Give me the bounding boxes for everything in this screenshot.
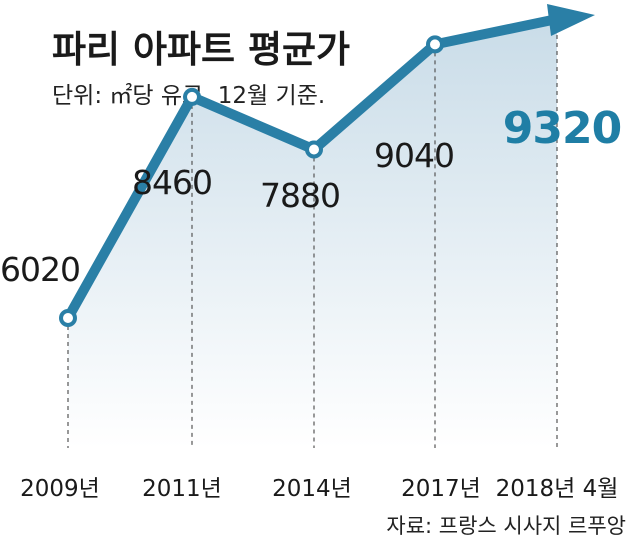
- data-point-3: [426, 35, 444, 54]
- chart-title: 파리 아파트 평균가: [52, 28, 350, 71]
- x-tick-label-1: 2011년: [142, 476, 222, 502]
- source-note: 자료: 프랑스 시사지 르푸앙: [386, 514, 626, 538]
- arrowhead-icon: [547, 4, 595, 37]
- x-tick-label-2: 2014년: [272, 476, 352, 502]
- data-label-1: 8460: [132, 163, 212, 202]
- data-label-4: 9320: [503, 103, 621, 154]
- data-label-0: 6020: [0, 250, 80, 289]
- data-label-3: 9040: [374, 136, 454, 175]
- data-point-2: [305, 140, 323, 159]
- x-tick-label-4: 2018년 4월: [496, 476, 619, 502]
- data-point-0: [59, 309, 77, 327]
- x-tick-label-3: 2017년: [401, 476, 481, 502]
- x-tick-label-0: 2009년: [20, 476, 100, 502]
- data-label-2: 7880: [260, 176, 340, 215]
- data-point-1: [183, 87, 201, 106]
- plot-area: 6020 8460 7880 9040 9320 2009년 2011년 2014년 2017년…: [0, 4, 622, 502]
